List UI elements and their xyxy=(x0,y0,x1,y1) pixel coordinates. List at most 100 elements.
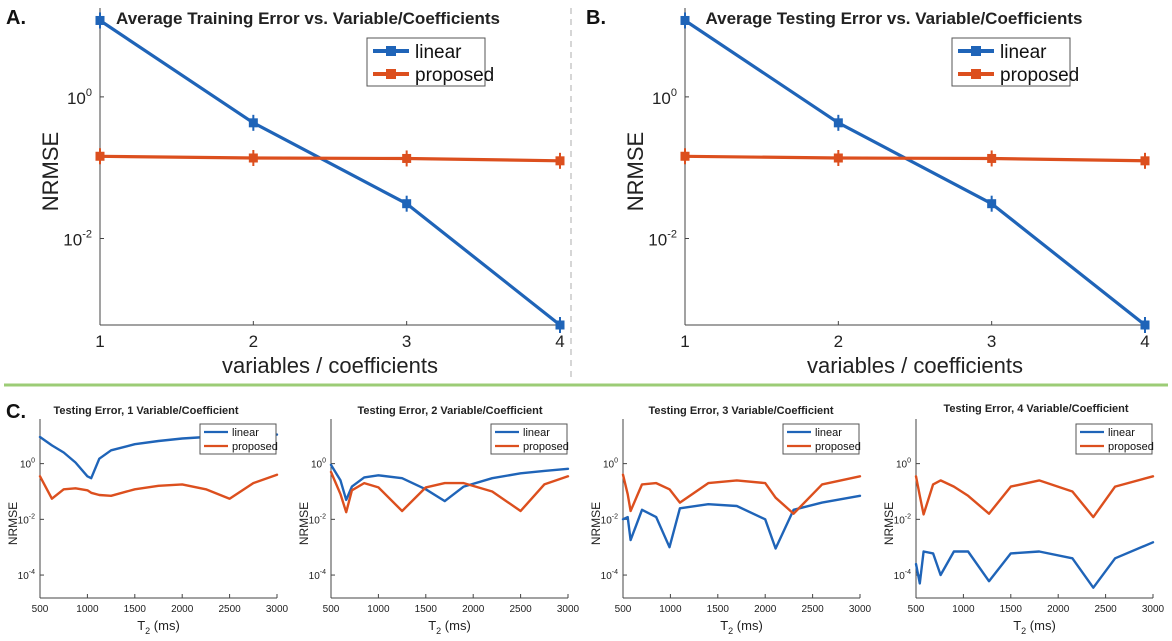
panel-letter-c: C. xyxy=(6,401,26,423)
y-tick-label: 100 xyxy=(603,458,618,471)
x-tick-label: 3 xyxy=(402,332,411,351)
x-tick-label: 1500 xyxy=(1000,604,1023,615)
y-tick-base: 10 xyxy=(63,230,82,249)
chart-3: 500 1000 1500 2000 2500 300010010-210-4Testin… xyxy=(6,405,289,636)
x-tick-label: 3 xyxy=(987,332,996,351)
x-tick-label: 1500 xyxy=(124,604,147,615)
legend: linear proposed xyxy=(490,423,569,455)
legend-label-proposed: proposed xyxy=(523,441,569,453)
x-axis-label-main: T xyxy=(720,618,728,633)
legend-marker-linear xyxy=(386,46,396,56)
x-tick-label: 500 xyxy=(32,604,49,615)
x-axis-label-unit: (ms) xyxy=(150,618,180,633)
legend-label-linear: linear xyxy=(1000,42,1047,63)
x-tick-label: 3000 xyxy=(266,604,289,615)
x-tick-label: 3000 xyxy=(1142,604,1165,615)
x-tick-label: 1500 xyxy=(707,604,730,615)
y-tick-label: 10-2 xyxy=(63,228,92,249)
legend-label-linear: linear xyxy=(815,427,842,439)
x-tick-label: 2500 xyxy=(1094,604,1117,615)
x-axis-label: T2 (ms) xyxy=(137,618,180,636)
panel-letter-a: A. xyxy=(6,7,26,29)
x-axis-label-main: T xyxy=(1013,618,1021,633)
chart-title: Average Training Error vs. Variable/Coef… xyxy=(116,9,500,28)
x-axis-label-subscript: 2 xyxy=(728,626,733,636)
y-tick-exponent: 0 xyxy=(86,87,92,99)
x-axis-label-main: T xyxy=(137,618,145,633)
y-tick-label: 10-2 xyxy=(309,513,326,526)
x-tick-label: 500 xyxy=(615,604,632,615)
x-tick-label: 2500 xyxy=(509,604,532,615)
y-tick-label: 100 xyxy=(311,458,326,471)
legend-label-linear: linear xyxy=(523,427,550,439)
x-axis-label-subscript: 2 xyxy=(436,626,441,636)
y-tick-base: 10 xyxy=(896,460,908,471)
chart-title: Testing Error, 3 Variable/Coefficient xyxy=(648,405,833,417)
x-tick-label: 1000 xyxy=(367,604,390,615)
x-tick-label: 2000 xyxy=(1047,604,1070,615)
x-tick-label: 1000 xyxy=(952,604,975,615)
series-line-linear xyxy=(98,18,562,327)
legend-box xyxy=(1075,423,1153,455)
x-axis-label: T2 (ms) xyxy=(1013,618,1056,636)
x-tick-label: 2 xyxy=(834,332,843,351)
y-tick-exponent: -2 xyxy=(905,513,911,520)
y-tick-label: 100 xyxy=(652,87,677,108)
x-tick-label: 3000 xyxy=(849,604,872,615)
x-tick-label: 2500 xyxy=(801,604,824,615)
x-axis-label-main: T xyxy=(428,618,436,633)
y-tick-base: 10 xyxy=(648,230,667,249)
x-tick-label: 500 xyxy=(323,604,340,615)
legend-label-proposed: proposed xyxy=(815,441,861,453)
y-tick-label: 10-4 xyxy=(18,569,35,582)
series-line-linear xyxy=(329,463,570,503)
legend-label-linear: linear xyxy=(415,42,462,63)
y-tick-label: 10-2 xyxy=(601,513,618,526)
x-axis-label-subscript: 2 xyxy=(1021,626,1026,636)
x-tick-label: 1 xyxy=(680,332,689,351)
x-axis-label-unit: (ms) xyxy=(441,618,471,633)
y-tick-exponent: 0 xyxy=(671,87,677,99)
x-tick-label: 1000 xyxy=(76,604,99,615)
legend-marker-proposed xyxy=(386,69,396,79)
chart-title: Testing Error, 2 Variable/Coefficient xyxy=(357,405,542,417)
y-tick-label: 10-2 xyxy=(648,228,677,249)
y-tick-exponent: 0 xyxy=(907,458,911,465)
series-line-proposed xyxy=(98,154,562,163)
legend-box xyxy=(490,423,568,455)
legend-box xyxy=(782,423,860,455)
y-axis-label: NRMSE xyxy=(297,502,311,545)
x-axis-label: variables / coefficients xyxy=(807,353,1023,378)
x-tick-label: 2500 xyxy=(218,604,241,615)
chart-6: 500 1000 1500 2000 2500 300010010-210-4Testin… xyxy=(882,403,1165,636)
series-line-linear xyxy=(683,18,1147,327)
y-tick-exponent: 0 xyxy=(31,458,35,465)
y-tick-exponent: -4 xyxy=(320,569,326,576)
y-tick-exponent: -2 xyxy=(667,228,677,240)
y-tick-base: 10 xyxy=(652,89,671,108)
chart-title: Testing Error, 4 Variable/Coefficient xyxy=(943,403,1128,415)
series-line-proposed xyxy=(683,154,1147,163)
y-tick-label: 100 xyxy=(67,87,92,108)
y-tick-base: 10 xyxy=(601,515,613,526)
legend-marker-proposed xyxy=(971,69,981,79)
y-axis-label: NRMSE xyxy=(623,132,648,211)
y-tick-base: 10 xyxy=(18,571,30,582)
y-tick-base: 10 xyxy=(67,89,86,108)
y-tick-base: 10 xyxy=(18,515,30,526)
y-tick-exponent: -2 xyxy=(29,513,35,520)
y-tick-label: 100 xyxy=(20,458,35,471)
x-tick-label: 3000 xyxy=(557,604,580,615)
y-tick-base: 10 xyxy=(601,571,613,582)
legend-label-linear: linear xyxy=(1108,427,1135,439)
legend-label-linear: linear xyxy=(232,427,259,439)
y-tick-exponent: -2 xyxy=(82,228,92,240)
x-axis-label-subscript: 2 xyxy=(145,626,150,636)
chart-title: Average Testing Error vs. Variable/Coeff… xyxy=(706,9,1083,28)
legend-label-proposed: proposed xyxy=(415,65,494,86)
x-tick-label: 4 xyxy=(1140,332,1149,351)
